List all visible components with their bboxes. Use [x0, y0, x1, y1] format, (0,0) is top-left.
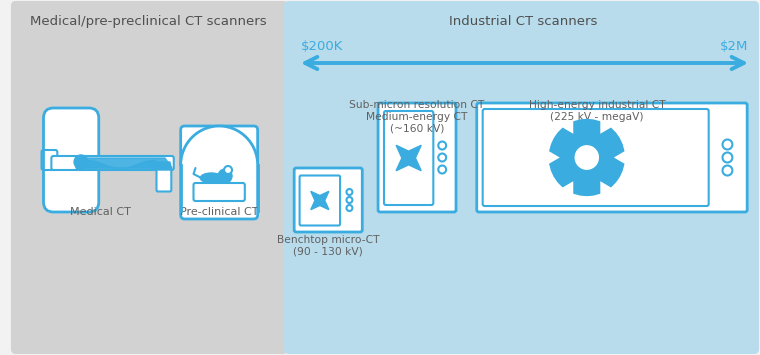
FancyBboxPatch shape: [378, 103, 456, 212]
Text: Industrial CT scanners: Industrial CT scanners: [449, 15, 597, 28]
Text: High-energy industrial CT
(225 kV - megaV): High-energy industrial CT (225 kV - mega…: [529, 100, 666, 122]
FancyBboxPatch shape: [299, 175, 340, 225]
Polygon shape: [550, 120, 624, 196]
Text: Pre-clinical CT: Pre-clinical CT: [180, 207, 258, 217]
Text: Medical CT: Medical CT: [70, 207, 131, 217]
FancyBboxPatch shape: [42, 150, 57, 170]
FancyBboxPatch shape: [11, 1, 288, 354]
Text: Sub-micron resolution CT
Medium-energy CT
(~160 kV): Sub-micron resolution CT Medium-energy C…: [350, 100, 485, 133]
Text: Benchtop micro-CT
(90 - 130 kV): Benchtop micro-CT (90 - 130 kV): [277, 235, 379, 257]
Polygon shape: [145, 162, 172, 170]
Ellipse shape: [201, 173, 222, 183]
Circle shape: [224, 166, 232, 174]
Circle shape: [74, 155, 88, 169]
Polygon shape: [76, 158, 168, 168]
Polygon shape: [575, 146, 598, 169]
FancyBboxPatch shape: [157, 166, 171, 191]
Text: $200K: $200K: [301, 40, 343, 54]
FancyBboxPatch shape: [194, 183, 245, 201]
FancyBboxPatch shape: [181, 126, 258, 219]
Polygon shape: [181, 126, 258, 165]
Circle shape: [218, 169, 232, 183]
Text: Medical/pre-preclinical CT scanners: Medical/pre-preclinical CT scanners: [30, 15, 266, 28]
FancyBboxPatch shape: [483, 109, 708, 206]
Text: $2M: $2M: [720, 40, 748, 54]
FancyBboxPatch shape: [284, 1, 759, 354]
FancyBboxPatch shape: [477, 103, 747, 212]
Polygon shape: [311, 191, 329, 210]
FancyBboxPatch shape: [52, 156, 174, 170]
FancyBboxPatch shape: [384, 111, 433, 205]
FancyBboxPatch shape: [43, 108, 99, 212]
FancyBboxPatch shape: [294, 168, 363, 232]
Polygon shape: [396, 145, 421, 171]
